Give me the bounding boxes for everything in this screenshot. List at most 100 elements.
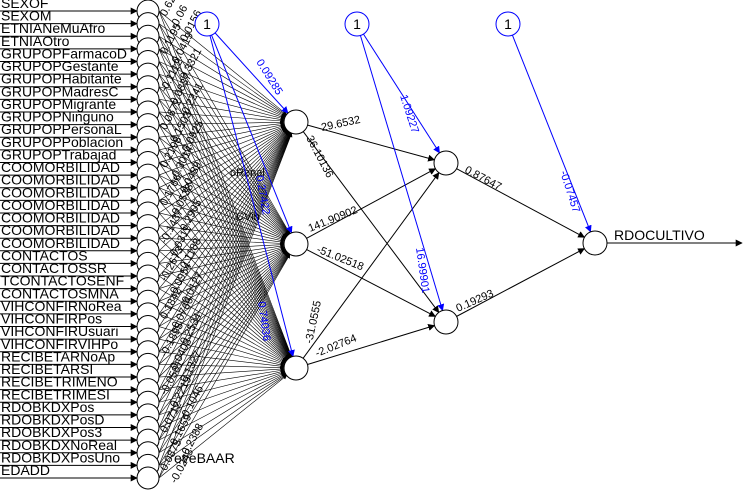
input-edge — [158, 252, 289, 403]
input-label: RECIBETRIMESI — [1, 386, 110, 402]
input-label: COOMORBILIDAD — [1, 197, 120, 213]
input-edge — [158, 249, 287, 327]
input-edge — [158, 36, 290, 235]
input-edge — [158, 174, 290, 359]
input-edge — [158, 249, 286, 315]
input-edge — [158, 129, 288, 252]
bias-node-label: 1 — [504, 16, 512, 32]
input-edge — [158, 48, 292, 358]
input-edge — [158, 187, 289, 359]
input-edge — [158, 374, 287, 466]
input-edge — [158, 364, 285, 370]
input-edge — [158, 130, 289, 289]
input-label: GRUPOPPersonaL — [1, 121, 122, 137]
input-edge — [158, 132, 292, 441]
bias-edge — [363, 33, 440, 154]
bias-weight-label: 1.09227 — [397, 93, 421, 135]
input-edge — [158, 200, 285, 242]
input-label: COOMORBILIDAD — [1, 222, 120, 238]
input-edge — [158, 253, 290, 441]
input-edge — [158, 99, 285, 122]
output-weight-label: 0.19293 — [454, 288, 495, 315]
input-label: GRUPOPHabitante — [1, 71, 122, 87]
input-label: COOMORBILIDAD — [1, 159, 120, 175]
input-edge — [158, 368, 285, 390]
nodes: 1 1 1 — [136, 0, 608, 490]
input-label: RDOBKDXPos3 — [1, 424, 102, 440]
input-edge — [158, 225, 288, 360]
hidden-weight-label: -31.0555 — [303, 300, 324, 345]
input-edge — [158, 10, 293, 358]
input-edge — [158, 245, 285, 277]
input-label: GRUPOPNinguno — [1, 109, 114, 125]
bias-node — [194, 11, 220, 37]
input-arrows — [0, 7, 138, 482]
input-edge — [158, 162, 290, 359]
input-edge — [158, 125, 286, 176]
bias-edge — [359, 35, 445, 312]
bias-edges: 0.092850.274220.740361.0922716.99901-0.0… — [209, 32, 592, 358]
input-label: ETNIANeMuAfro — [1, 20, 105, 36]
hidden-edge — [306, 249, 436, 317]
output-weight-label: 0.87647 — [463, 164, 504, 193]
input-edge — [158, 200, 289, 360]
input-edge — [158, 250, 287, 340]
input-edge — [158, 288, 286, 363]
bias-weight-label: 0.74036 — [255, 301, 272, 342]
input-edge — [158, 111, 285, 123]
hidden-edge — [302, 172, 440, 359]
input-edge — [158, 61, 290, 235]
hidden-edge — [302, 131, 440, 313]
input-label: GRUPOPFarmacoD — [1, 45, 127, 61]
input-edge — [158, 212, 285, 243]
bias-edge — [211, 34, 293, 234]
input-edge — [158, 36, 292, 358]
input-label: CONTACTOS — [1, 247, 88, 263]
input-edge — [158, 123, 285, 151]
input-edge — [158, 128, 287, 214]
input-edge — [158, 338, 285, 367]
hidden1-node — [283, 355, 309, 381]
input-label: COOMORBILIDAD — [1, 210, 120, 226]
input-edge — [158, 369, 285, 403]
hidden-edge — [307, 324, 436, 365]
input-label: SEXOM — [1, 8, 52, 24]
output-section: RDOCULTIVO — [607, 227, 743, 247]
hidden-weight-label: -51.02518 — [315, 244, 365, 274]
overflow-text: eveBAAR — [174, 450, 235, 466]
input-edge — [158, 127, 286, 201]
hidden2-node — [433, 309, 459, 335]
input-edge — [158, 129, 288, 239]
input-edge — [158, 132, 292, 416]
output-node — [582, 230, 608, 256]
input-edge — [158, 375, 287, 479]
input-edge — [158, 86, 289, 236]
input-edge — [158, 253, 290, 466]
input-edge — [158, 248, 286, 302]
input-edge — [158, 131, 290, 340]
input-edge — [158, 132, 293, 479]
hidden-edge — [307, 124, 436, 162]
input-edge — [158, 252, 288, 378]
overflow-text: oRenal — [230, 167, 265, 179]
input-label: VIHCONFIRPos — [1, 311, 102, 327]
input-label: VIHCONFIRNoRea — [1, 298, 122, 314]
input-edge — [158, 253, 290, 453]
input-edge — [158, 253, 291, 479]
input-edge — [158, 23, 287, 116]
input-label: RECIBETARNoAp — [1, 348, 115, 364]
input-edge — [158, 73, 292, 358]
input-label: RDOBKDXPosD — [1, 412, 104, 428]
bias-weight-label: 0.27422 — [253, 174, 272, 215]
input-label: COOMORBILIDAD — [1, 235, 120, 251]
input-edge — [158, 130, 289, 277]
input-edge — [158, 149, 287, 238]
bias-edge — [511, 34, 592, 233]
input-edge — [158, 99, 289, 236]
input-label: VIHCONFIRUsuari — [1, 323, 118, 339]
input-edge — [158, 212, 289, 360]
overflow-text: CVih — [236, 211, 260, 223]
input-edge — [158, 132, 291, 365]
